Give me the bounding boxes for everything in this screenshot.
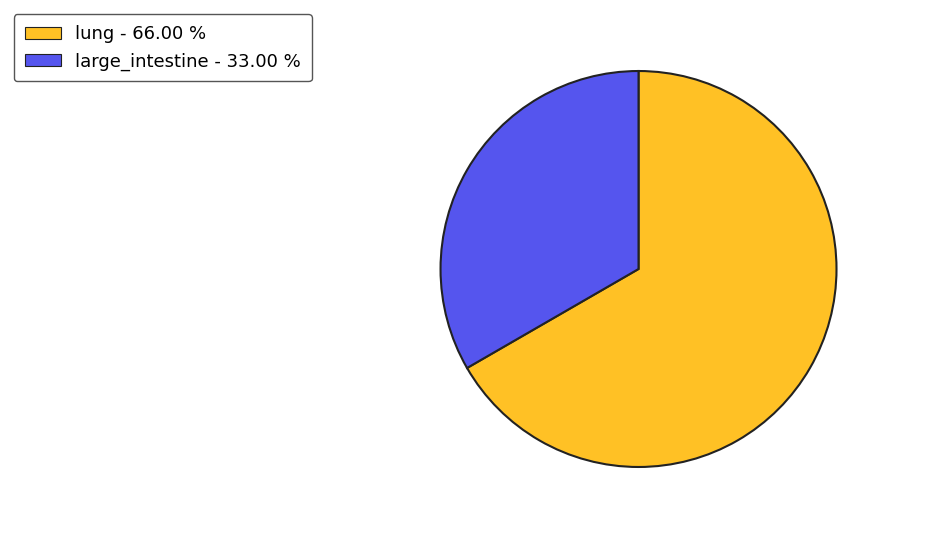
Wedge shape bbox=[467, 71, 837, 467]
Legend: lung - 66.00 %, large_intestine - 33.00 %: lung - 66.00 %, large_intestine - 33.00 … bbox=[14, 15, 312, 81]
Wedge shape bbox=[440, 71, 639, 368]
